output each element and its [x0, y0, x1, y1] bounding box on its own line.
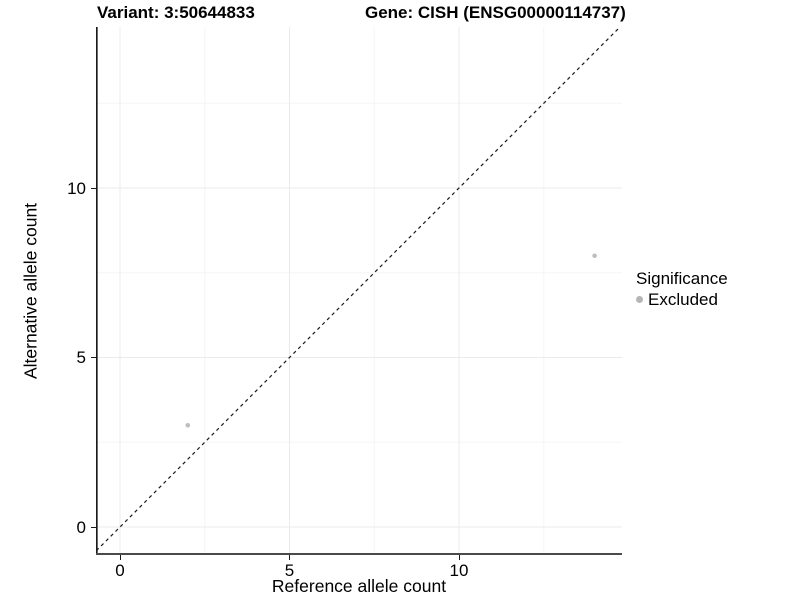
x-tick-label: 5 — [284, 561, 295, 580]
data-point — [185, 423, 191, 428]
data-point — [592, 253, 597, 259]
x-tick-mark — [119, 555, 121, 560]
y-tick-label: 10 — [67, 178, 86, 198]
plot-canvas — [96, 27, 622, 555]
plot-title-variant: Variant: 3:50644833 — [97, 3, 255, 22]
x-tick-mark — [458, 555, 460, 560]
plot-title-gene: Gene: CISH (ENSG00000114737) — [365, 3, 626, 22]
y-tick-label: 5 — [76, 348, 86, 367]
y-tick-mark — [91, 526, 96, 528]
legend-items: Excluded — [636, 290, 728, 309]
x-tick-label: 0 — [115, 561, 125, 580]
plot-panel — [96, 27, 622, 555]
x-tick-label: 10 — [449, 561, 469, 580]
x-axis-title: Reference allele count — [271, 576, 447, 596]
legend: Significance Excluded — [636, 269, 728, 309]
legend-item-label: Excluded — [648, 290, 718, 309]
y-tick-mark — [91, 357, 96, 358]
y-tick-mark — [91, 187, 96, 189]
y-tick-label: 0 — [76, 517, 86, 537]
y-axis-title: Alternative allele count — [20, 202, 41, 380]
legend-title: Significance — [636, 269, 728, 288]
x-tick-mark — [289, 555, 290, 560]
legend-item: Excluded — [636, 290, 728, 309]
identity-line — [96, 27, 621, 552]
legend-key-dot-icon — [636, 296, 643, 303]
